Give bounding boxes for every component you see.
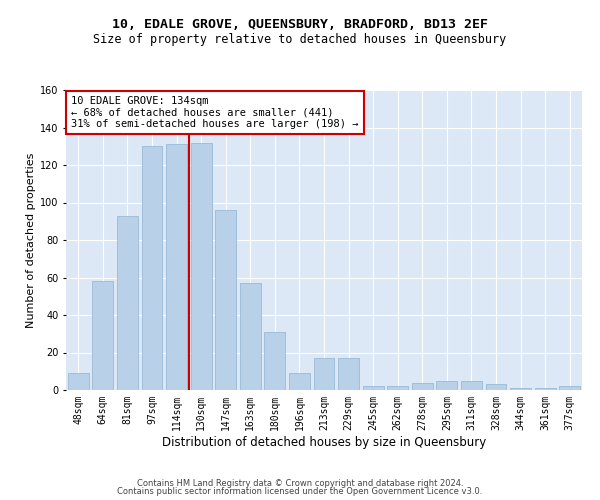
Bar	[362, 386, 383, 390]
Bar	[314, 358, 334, 390]
Bar	[92, 281, 113, 390]
Bar	[191, 142, 212, 390]
Bar	[117, 216, 138, 390]
Bar	[559, 386, 580, 390]
Bar	[68, 373, 89, 390]
Bar	[166, 144, 187, 390]
Bar	[215, 210, 236, 390]
Text: 10, EDALE GROVE, QUEENSBURY, BRADFORD, BD13 2EF: 10, EDALE GROVE, QUEENSBURY, BRADFORD, B…	[112, 18, 488, 30]
Bar	[240, 283, 261, 390]
X-axis label: Distribution of detached houses by size in Queensbury: Distribution of detached houses by size …	[162, 436, 486, 448]
Bar	[412, 382, 433, 390]
Bar	[485, 384, 506, 390]
Bar	[289, 373, 310, 390]
Bar	[510, 388, 531, 390]
Bar	[387, 386, 408, 390]
Bar	[535, 388, 556, 390]
Text: Contains public sector information licensed under the Open Government Licence v3: Contains public sector information licen…	[118, 487, 482, 496]
Text: Contains HM Land Registry data © Crown copyright and database right 2024.: Contains HM Land Registry data © Crown c…	[137, 478, 463, 488]
Bar	[142, 146, 163, 390]
Text: Size of property relative to detached houses in Queensbury: Size of property relative to detached ho…	[94, 32, 506, 46]
Bar	[338, 358, 359, 390]
Bar	[461, 380, 482, 390]
Bar	[436, 380, 457, 390]
Bar	[265, 332, 286, 390]
Text: 10 EDALE GROVE: 134sqm
← 68% of detached houses are smaller (441)
31% of semi-de: 10 EDALE GROVE: 134sqm ← 68% of detached…	[71, 96, 359, 129]
Y-axis label: Number of detached properties: Number of detached properties	[26, 152, 35, 328]
